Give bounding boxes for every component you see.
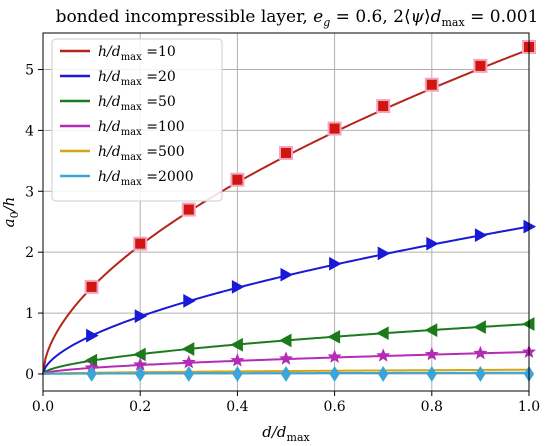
legend-label-h-d-max-50: h/dmax =50 (98, 94, 176, 113)
marker-h-d-max-10 (327, 121, 342, 136)
marker-h-d-max-20 (231, 280, 245, 294)
series-markers (84, 40, 537, 382)
marker-h-d-max-10 (279, 145, 293, 160)
marker-h-d-max-100 (376, 348, 391, 362)
legend-label-h-d-max-500: h/dmax =500 (98, 144, 185, 163)
y-tick-label: 3 (25, 184, 34, 200)
x-tick-label: 0.8 (421, 399, 443, 415)
legend-label-h-d-max-2000: h/dmax =2000 (98, 169, 194, 188)
marker-h-d-max-20 (86, 328, 99, 343)
plot-frame (42, 32, 530, 392)
marker-h-d-max-100 (278, 351, 294, 365)
x-tick-label: 0.0 (32, 399, 54, 415)
y-axis-label: a0/h (0, 197, 21, 228)
marker-h-d-max-2000 (280, 366, 292, 382)
marker-h-d-max-100 (473, 345, 488, 360)
marker-h-d-max-2000 (183, 366, 194, 382)
marker-h-d-max-20 (329, 256, 342, 271)
marker-h-d-max-2000 (135, 366, 146, 382)
marker-h-d-max-10 (230, 172, 245, 187)
marker-h-d-max-10 (473, 58, 488, 73)
marker-h-d-max-50 (376, 326, 389, 341)
marker-h-d-max-100 (424, 347, 439, 361)
marker-h-d-max-10 (133, 236, 148, 251)
y-tick-label: 2 (25, 245, 34, 261)
marker-h-d-max-100 (230, 353, 245, 367)
axis-ticks: 0.0 0.2 0.4 0.6 0.8 1.0 0 1 2 3 4 5 (25, 63, 540, 415)
legend-box (51, 38, 223, 202)
x-tick-label: 0.2 (129, 399, 151, 415)
marker-h-d-max-50 (181, 342, 195, 356)
y-tick-label: 4 (25, 123, 34, 139)
y-tick-label: 1 (25, 306, 34, 322)
marker-h-d-max-2000 (232, 366, 243, 382)
marker-h-d-max-20 (280, 267, 294, 282)
marker-h-d-max-50 (133, 347, 146, 362)
legend-label-h-d-max-10: h/dmax =10 (98, 44, 176, 63)
marker-h-d-max-100 (327, 349, 342, 363)
marker-h-d-max-50 (230, 337, 243, 352)
marker-h-d-max-2000 (378, 366, 389, 382)
marker-h-d-max-50 (327, 329, 341, 344)
marker-h-d-max-2000 (426, 366, 437, 382)
marker-h-d-max-10 (376, 99, 391, 114)
marker-h-d-max-2000 (329, 366, 340, 382)
marker-h-d-max-2000 (86, 366, 97, 382)
marker-h-d-max-100 (181, 355, 196, 369)
legend-label-h-d-max-100: h/dmax =100 (98, 119, 185, 138)
chart-title: bonded incompressible layer, eg = 0.6, 2… (56, 7, 539, 29)
marker-h-d-max-20 (474, 228, 488, 242)
marker-h-d-max-10 (181, 202, 196, 217)
marker-h-d-max-50 (278, 333, 292, 348)
x-tick-label: 0.6 (323, 399, 345, 415)
marker-h-d-max-10 (84, 279, 99, 294)
legend: h/dmax =10 h/dmax =20 h/dmax =50 h/dmax =10… (51, 38, 223, 202)
marker-h-d-max-10 (424, 77, 439, 92)
x-axis-label: d/dmax (262, 423, 310, 444)
marker-h-d-max-20 (134, 309, 148, 323)
marker-h-d-max-2000 (475, 366, 486, 382)
x-tick-label: 0.4 (226, 399, 248, 415)
marker-h-d-max-20 (426, 236, 439, 251)
y-tick-label: 5 (25, 63, 34, 79)
marker-h-d-max-20 (183, 294, 196, 308)
marker-h-d-max-50 (473, 320, 486, 334)
x-tick-label: 1.0 (518, 399, 540, 415)
y-tick-label: 0 (25, 367, 34, 383)
marker-h-d-max-50 (424, 323, 438, 337)
marker-h-d-max-20 (377, 246, 391, 261)
legend-label-h-d-max-20: h/dmax =20 (98, 69, 176, 88)
